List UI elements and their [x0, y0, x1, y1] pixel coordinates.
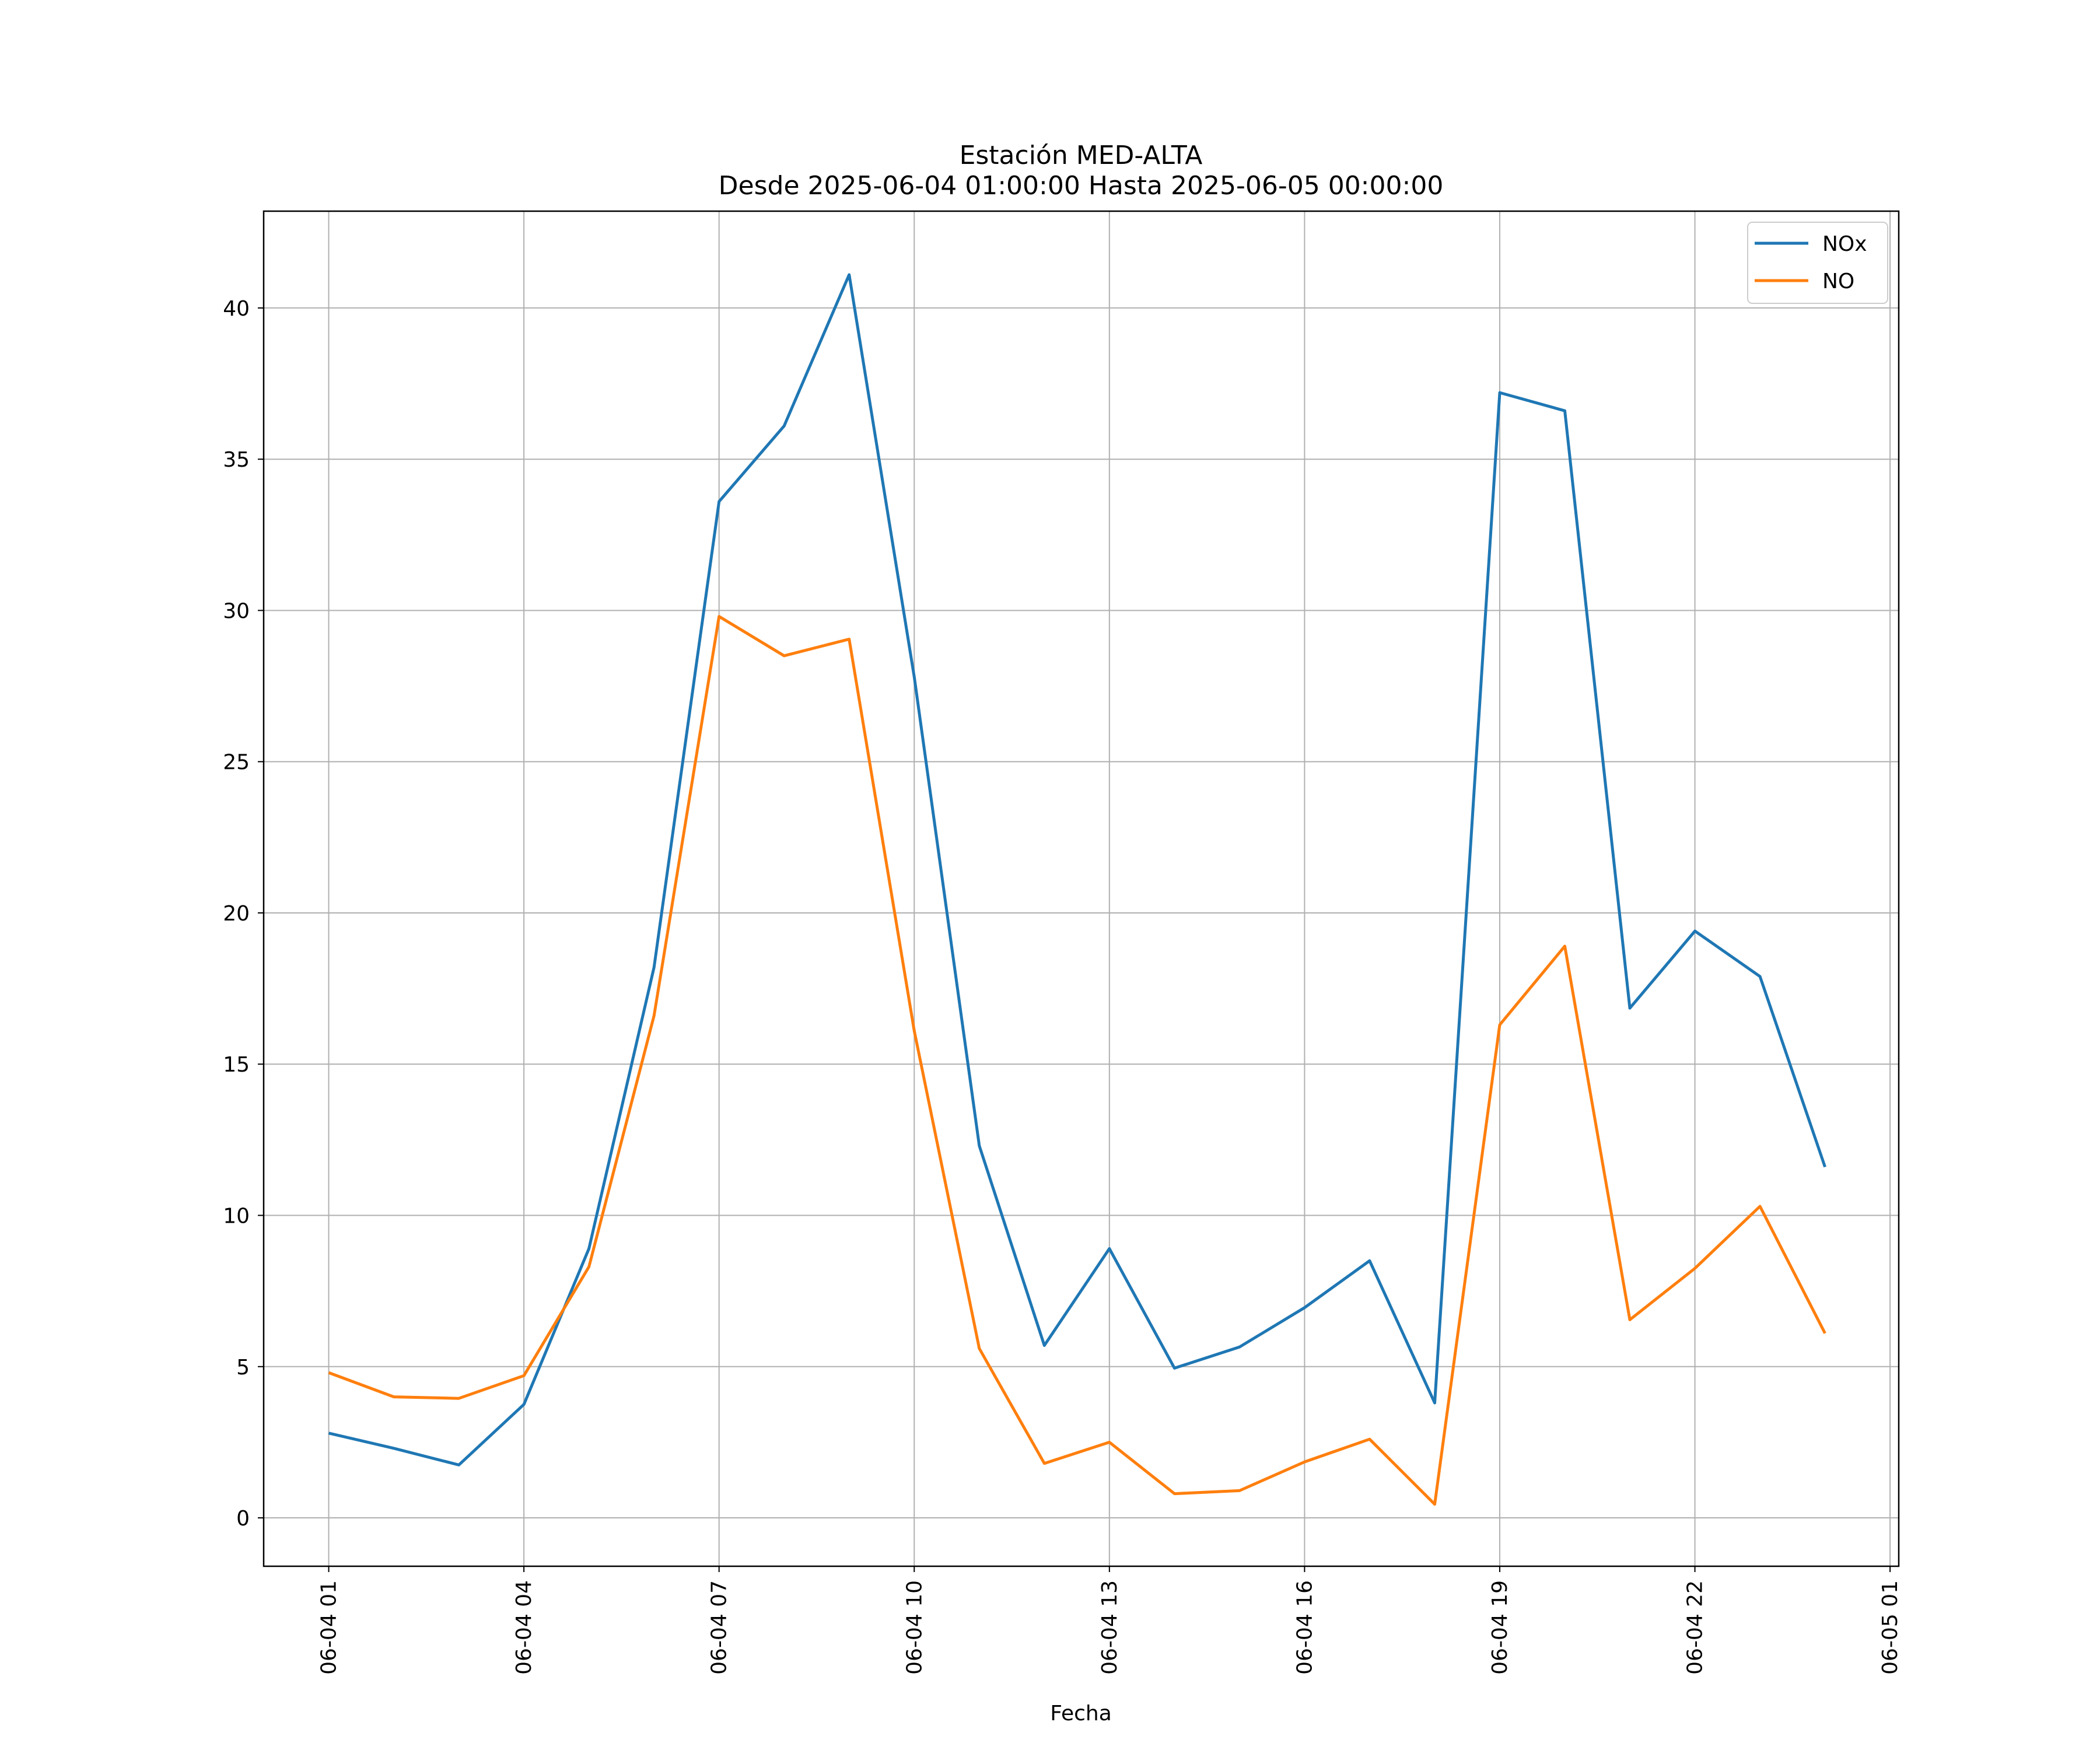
x-tick-label: 06-04 01 — [317, 1580, 341, 1675]
y-tick-label: 35 — [223, 448, 250, 472]
chart-title-line2: Desde 2025-06-04 01:00:00 Hasta 2025-06-… — [719, 171, 1444, 201]
plot-frame — [262, 210, 1900, 1567]
x-tick-label: 06-04 04 — [512, 1580, 536, 1675]
x-tick-label: 06-04 10 — [902, 1580, 926, 1675]
legend-label-nox: NOx — [1822, 232, 1867, 256]
series-line-nox — [328, 273, 1826, 1466]
x-tick-label: 06-04 07 — [708, 1580, 732, 1675]
y-tick-label: 40 — [223, 297, 250, 321]
grid — [264, 211, 1899, 1566]
y-tick-label: 30 — [223, 599, 250, 623]
y-tick-label: 20 — [223, 902, 250, 926]
legend: NOx NO — [1747, 222, 1888, 304]
x-tick-label: 06-04 13 — [1098, 1580, 1122, 1675]
x-axis-label: Fecha — [1050, 1702, 1112, 1726]
chart-title-line1: Estación MED-ALTA — [960, 141, 1203, 170]
x-tick-label: 06-04 22 — [1684, 1580, 1707, 1675]
y-tick-label: 0 — [236, 1507, 250, 1531]
legend-label-no: NO — [1822, 270, 1854, 293]
y-tick-label: 10 — [223, 1205, 250, 1228]
x-tick-label: 06-04 16 — [1293, 1580, 1317, 1675]
axis-ticks: 0 5 10 15 20 25 30 35 40 06-04 01 06-04 04 06-04 07… — [223, 297, 1902, 1675]
series-lines — [328, 273, 1826, 1506]
x-tick-label: 06-04 19 — [1488, 1580, 1512, 1675]
series-line-no — [328, 615, 1826, 1506]
y-tick-label: 5 — [236, 1356, 250, 1380]
y-tick-label: 15 — [223, 1053, 250, 1077]
x-tick-label: 06-05 01 — [1878, 1580, 1902, 1675]
y-tick-label: 25 — [223, 751, 250, 775]
